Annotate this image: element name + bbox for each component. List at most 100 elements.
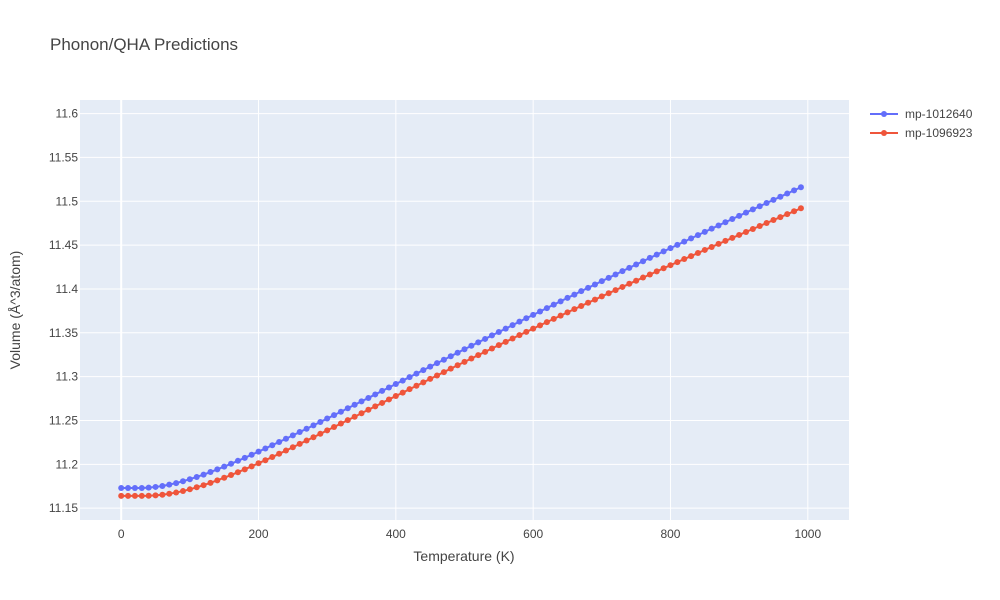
data-point (791, 187, 798, 194)
data-point (468, 355, 475, 362)
data-point (578, 302, 585, 309)
data-point (118, 492, 125, 499)
data-point (324, 427, 331, 434)
data-point (379, 387, 386, 394)
data-point (578, 288, 585, 295)
data-point (228, 472, 235, 479)
data-point (303, 425, 310, 432)
data-point (289, 432, 296, 439)
data-point (310, 434, 317, 441)
data-point (694, 250, 701, 257)
series-layer (118, 184, 804, 499)
data-point (392, 393, 399, 400)
data-point (365, 394, 372, 401)
x-tick-label: 0 (118, 527, 125, 541)
data-point (729, 234, 736, 241)
data-point (262, 457, 269, 464)
data-point (310, 422, 317, 429)
data-point (399, 377, 406, 384)
data-point (406, 374, 413, 381)
data-point (166, 481, 173, 488)
data-point (420, 379, 427, 386)
data-point (770, 196, 777, 203)
data-point (701, 228, 708, 235)
data-point (488, 345, 495, 352)
data-point (214, 477, 221, 484)
data-point (255, 460, 262, 467)
legend-item[interactable]: mp-1096923 (870, 126, 973, 140)
data-point (688, 253, 695, 260)
data-point (337, 408, 344, 415)
data-point (365, 406, 372, 413)
data-point (440, 369, 447, 376)
data-point (550, 301, 557, 308)
data-point (516, 318, 523, 325)
data-point (221, 463, 228, 470)
data-point (179, 488, 186, 495)
data-point (653, 251, 660, 258)
data-point (564, 294, 571, 301)
data-point (234, 469, 241, 476)
data-point (571, 306, 578, 313)
x-tick-label: 800 (660, 527, 680, 541)
data-point (653, 268, 660, 275)
data-point (495, 329, 502, 336)
y-tick-label: 11.5 (56, 194, 79, 208)
data-point (550, 315, 557, 322)
y-tick-labels: 11.15 11.2 11.25 11.3 11.35 11.4 11.45 11.5 11.5… (49, 107, 78, 516)
data-point (145, 492, 152, 499)
data-point (784, 190, 791, 197)
data-point (763, 220, 770, 227)
data-point (543, 305, 550, 312)
data-point (749, 206, 756, 213)
x-axis-title: Temperature (K) (413, 548, 514, 564)
data-point (385, 396, 392, 403)
legend-marker (881, 130, 887, 136)
data-point (605, 274, 612, 281)
data-point (557, 312, 564, 319)
data-point (537, 322, 544, 329)
data-point (715, 240, 722, 247)
data-point (186, 476, 193, 483)
series-mp-1012640 (118, 184, 804, 491)
data-point (166, 490, 173, 497)
data-point (509, 322, 516, 329)
data-point (324, 415, 331, 422)
data-point (454, 362, 461, 369)
data-point (173, 480, 180, 487)
data-point (131, 485, 138, 491)
data-point (420, 367, 427, 374)
data-point (482, 348, 489, 355)
series-line (121, 186, 802, 489)
data-point (667, 245, 674, 252)
data-point (193, 484, 200, 491)
data-point (193, 473, 200, 480)
data-point (214, 466, 221, 473)
data-point (516, 332, 523, 339)
data-point (640, 258, 647, 265)
data-point (475, 352, 482, 359)
data-point (660, 248, 667, 255)
data-point (605, 290, 612, 297)
y-tick-label: 11.45 (49, 238, 78, 252)
data-point (619, 268, 626, 275)
data-point (200, 471, 207, 478)
data-point (379, 399, 386, 406)
data-point (797, 184, 804, 191)
legend-item[interactable]: mp-1012640 (870, 107, 973, 121)
legend[interactable]: mp-1012640 mp-1096923 (870, 107, 973, 140)
data-point (475, 339, 482, 346)
data-point (255, 448, 262, 455)
y-tick-label: 11.55 (49, 150, 78, 164)
data-point (523, 328, 530, 335)
data-point (269, 442, 276, 449)
data-point (296, 440, 303, 447)
data-point (626, 264, 633, 271)
data-point (303, 437, 310, 444)
data-point (317, 430, 324, 437)
data-point (289, 444, 296, 451)
data-point (152, 483, 159, 490)
legend-marker (881, 111, 887, 117)
data-point (784, 211, 791, 218)
data-point (413, 370, 420, 377)
